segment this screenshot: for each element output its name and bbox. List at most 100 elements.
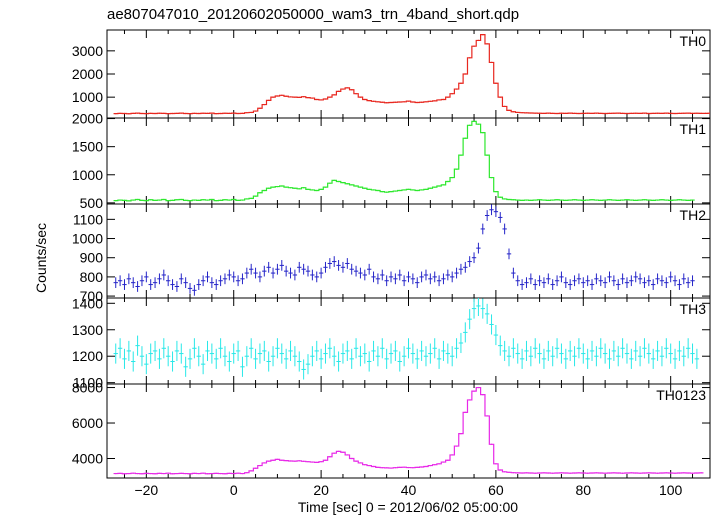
data-point bbox=[608, 112, 611, 114]
data-point bbox=[700, 472, 702, 474]
data-point bbox=[648, 199, 650, 201]
data-point bbox=[115, 472, 117, 475]
y-tick-label: 3000 bbox=[72, 43, 103, 59]
data-point bbox=[167, 113, 169, 115]
data-point bbox=[530, 472, 532, 474]
data-point bbox=[464, 411, 466, 413]
data-point bbox=[254, 467, 257, 469]
data-point bbox=[556, 472, 558, 474]
data-point bbox=[538, 112, 541, 114]
data-point bbox=[604, 199, 606, 201]
data-point bbox=[364, 98, 366, 101]
data-point bbox=[324, 186, 327, 188]
data-point bbox=[578, 472, 580, 474]
data-point bbox=[272, 186, 274, 188]
data-point bbox=[123, 473, 126, 475]
data-point bbox=[630, 199, 632, 201]
data-point bbox=[368, 100, 370, 102]
data-point bbox=[289, 460, 292, 462]
data-point bbox=[206, 473, 209, 475]
data-point bbox=[425, 188, 427, 190]
data-point bbox=[573, 112, 576, 114]
data-point bbox=[211, 112, 213, 114]
data-point bbox=[394, 101, 396, 103]
data-point bbox=[381, 467, 383, 469]
data-point bbox=[499, 196, 501, 198]
data-point bbox=[285, 95, 287, 97]
data-point bbox=[512, 111, 514, 113]
data-point bbox=[499, 96, 501, 98]
data-point bbox=[316, 98, 318, 101]
data-point bbox=[154, 473, 156, 475]
x-tick-label: 0 bbox=[230, 482, 238, 498]
data-point bbox=[696, 472, 698, 474]
data-point bbox=[469, 57, 471, 59]
data-point bbox=[429, 187, 431, 189]
data-point bbox=[215, 200, 217, 202]
data-point bbox=[198, 199, 200, 201]
data-point bbox=[508, 109, 510, 111]
data-point bbox=[530, 112, 532, 114]
data-point bbox=[263, 189, 265, 192]
data-point bbox=[490, 176, 493, 179]
data-point bbox=[346, 87, 348, 89]
y-tick-label: 1300 bbox=[72, 322, 103, 338]
data-point bbox=[298, 96, 300, 98]
data-point bbox=[263, 103, 265, 106]
data-point bbox=[434, 186, 436, 188]
data-point bbox=[254, 110, 257, 112]
data-point bbox=[163, 198, 165, 201]
data-point bbox=[573, 472, 576, 474]
data-point bbox=[403, 189, 405, 191]
data-point bbox=[185, 472, 187, 475]
data-point bbox=[206, 199, 209, 201]
data-point bbox=[442, 98, 445, 101]
panel-label: TH3 bbox=[680, 301, 707, 317]
y-axis-label: Counts/sec bbox=[33, 223, 49, 293]
data-point bbox=[364, 187, 366, 189]
data-point bbox=[473, 45, 475, 47]
data-point bbox=[714, 113, 715, 114]
data-point bbox=[652, 112, 654, 114]
data-point bbox=[582, 112, 584, 114]
series-th1 bbox=[113, 120, 695, 202]
data-point bbox=[386, 467, 388, 469]
data-point bbox=[351, 184, 353, 186]
data-point bbox=[311, 461, 313, 463]
data-point bbox=[674, 472, 676, 474]
data-point bbox=[407, 466, 410, 469]
panel-th0: 1000 2000 3000 TH0 bbox=[72, 29, 715, 119]
data-point bbox=[438, 99, 440, 101]
data-point bbox=[337, 180, 340, 183]
data-point bbox=[425, 101, 427, 103]
data-point bbox=[547, 472, 549, 474]
panel-frame bbox=[106, 29, 711, 119]
data-point bbox=[617, 199, 619, 201]
data-point bbox=[250, 470, 252, 472]
data-point bbox=[560, 199, 563, 201]
data-point bbox=[674, 199, 676, 201]
data-point bbox=[521, 199, 523, 201]
data-point bbox=[595, 199, 597, 201]
data-point bbox=[233, 198, 235, 201]
y-tick-label: 4000 bbox=[72, 450, 103, 466]
x-tick-label: 20 bbox=[313, 482, 329, 498]
data-point bbox=[495, 463, 497, 465]
data-point bbox=[294, 460, 296, 462]
data-point bbox=[246, 472, 248, 474]
data-point bbox=[421, 466, 423, 468]
data-point bbox=[678, 472, 681, 474]
data-point bbox=[228, 472, 230, 474]
data-point bbox=[482, 132, 484, 134]
data-point bbox=[346, 454, 348, 456]
data-point bbox=[329, 182, 331, 184]
data-point bbox=[429, 100, 431, 102]
data-point bbox=[298, 460, 300, 462]
data-point bbox=[705, 112, 707, 114]
data-point bbox=[193, 112, 195, 114]
data-point bbox=[220, 112, 222, 115]
data-point bbox=[670, 112, 672, 114]
data-point bbox=[543, 112, 545, 114]
data-point bbox=[158, 472, 161, 474]
data-point bbox=[294, 96, 296, 98]
